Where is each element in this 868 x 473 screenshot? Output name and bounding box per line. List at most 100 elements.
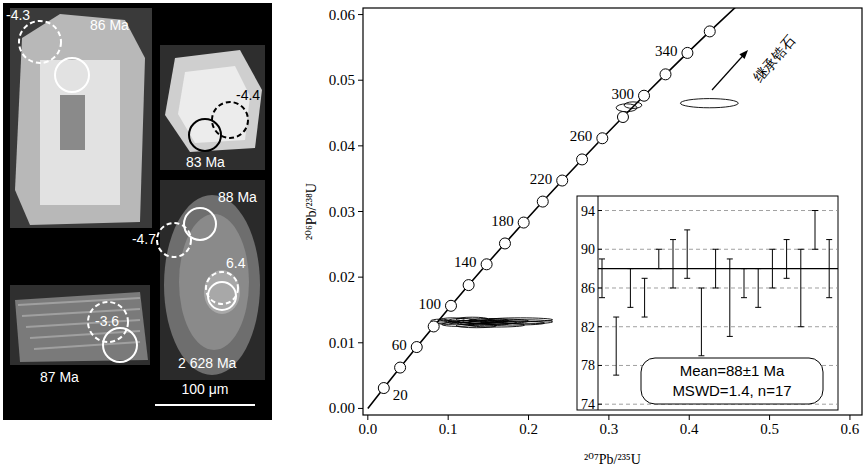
spot-label: -4.4 [236, 87, 260, 103]
error-bar-line [658, 249, 659, 268]
spot-label: 6.4 [226, 255, 246, 271]
error-bar-line [644, 278, 645, 317]
error-bar-line [630, 269, 631, 308]
spot-label: 87 Ma [40, 369, 79, 385]
annotation: 继承锆石 [750, 32, 798, 85]
scale-bar [155, 404, 255, 406]
age-marker [597, 133, 608, 144]
x-tick [689, 415, 690, 420]
age-marker [577, 154, 588, 165]
error-bar-cap [642, 317, 648, 318]
inset-grid-line [598, 210, 838, 211]
error-bar-cap [798, 249, 804, 250]
analysis-spot [184, 208, 216, 240]
age-label: 60 [392, 337, 407, 353]
spot-label: 2 628 Ma [178, 355, 237, 371]
x-tick [769, 415, 770, 420]
error-bar [670, 240, 676, 288]
error-bar [812, 211, 818, 250]
age-marker [378, 383, 389, 394]
inset-y-tick-label: 82 [581, 320, 595, 335]
y-tick [358, 408, 363, 409]
age-label: 20 [393, 387, 408, 403]
error-bar-cap [784, 278, 790, 279]
x-tick [367, 415, 368, 420]
inset-y-tick-label: 78 [581, 358, 595, 373]
x-tick-label: 0.4 [680, 421, 699, 437]
age-label: 340 [655, 43, 678, 59]
error-bar-line [673, 240, 674, 288]
cl-image [10, 8, 152, 228]
spot-label: -3.6 [95, 313, 119, 329]
error-bar-cap [798, 326, 804, 327]
age-marker [481, 259, 492, 270]
error-bar [627, 269, 633, 308]
inset-y-tick [598, 326, 602, 327]
y-tick-label: 0.02 [329, 269, 355, 285]
analysis-spot [212, 102, 248, 138]
zircon-zoning [22, 309, 140, 316]
zircon-grain [15, 292, 148, 362]
inset-y-tick [598, 404, 602, 405]
zircon-zoning [34, 342, 140, 349]
spot-label: -4.7 [132, 231, 156, 247]
age-marker [557, 175, 568, 186]
age-label: 180 [491, 213, 514, 229]
age-marker [395, 362, 406, 373]
panel-background [3, 3, 272, 420]
error-bar-cap [769, 249, 775, 250]
inset-y-axis [598, 196, 599, 410]
zircon-zone [40, 60, 120, 205]
age-label: 220 [530, 171, 553, 187]
data-ellipse [488, 318, 552, 322]
x-tick-label: 0.1 [439, 421, 458, 437]
zircon-zone [204, 270, 240, 314]
error-bar-cap [599, 297, 605, 298]
error-bar [684, 230, 690, 278]
age-marker [499, 238, 510, 249]
age-marker [411, 342, 422, 353]
error-bar-line [729, 259, 730, 336]
error-bar [656, 249, 662, 268]
x-tick [608, 415, 609, 420]
age-marker [639, 90, 650, 101]
cl-image [160, 45, 265, 170]
x-tick-label: 0.2 [519, 421, 538, 437]
error-bar-cap [642, 278, 648, 279]
x-tick-label: 0.6 [841, 421, 860, 437]
arrow-head [739, 50, 748, 59]
inset-plot [598, 211, 838, 376]
error-bar [741, 269, 747, 298]
inset-y-tick [598, 249, 602, 250]
cl-image [160, 180, 265, 380]
age-label: 260 [570, 128, 593, 144]
error-bar-cap [599, 258, 605, 259]
analysis-spot [19, 21, 61, 63]
inset-grid-line [598, 326, 838, 327]
error-bar [642, 278, 648, 317]
error-bar-line [815, 211, 816, 250]
error-bar-cap [769, 287, 775, 288]
error-bar-cap [670, 239, 676, 240]
age-marker [617, 112, 628, 123]
inset-grid-line [598, 287, 838, 288]
zircon-grain [165, 50, 262, 152]
error-bar-line [800, 249, 801, 326]
y-tick-label: 0.06 [329, 7, 356, 23]
analysis-spot [189, 119, 221, 151]
error-bar-cap [698, 355, 704, 356]
x-tick [528, 415, 529, 420]
age-marker [682, 47, 693, 58]
x-axis-title: ²⁰⁷Pb/²³⁵U [584, 452, 641, 467]
zircon-grain [164, 195, 260, 375]
error-bar [755, 269, 761, 308]
error-bar-cap [613, 317, 619, 318]
y-tick-label: 0.00 [329, 400, 355, 416]
cl-panel: -4.386 Ma-4.483 Ma88 Ma-4.76.42 628 Ma-3… [3, 3, 272, 420]
y-tick-label: 0.05 [329, 72, 355, 88]
error-bar-cap [727, 336, 733, 337]
error-bar-cap [755, 307, 761, 308]
age-marker [463, 280, 474, 291]
error-bar-line [772, 249, 773, 288]
spot-label: 86 Ma [90, 17, 129, 33]
